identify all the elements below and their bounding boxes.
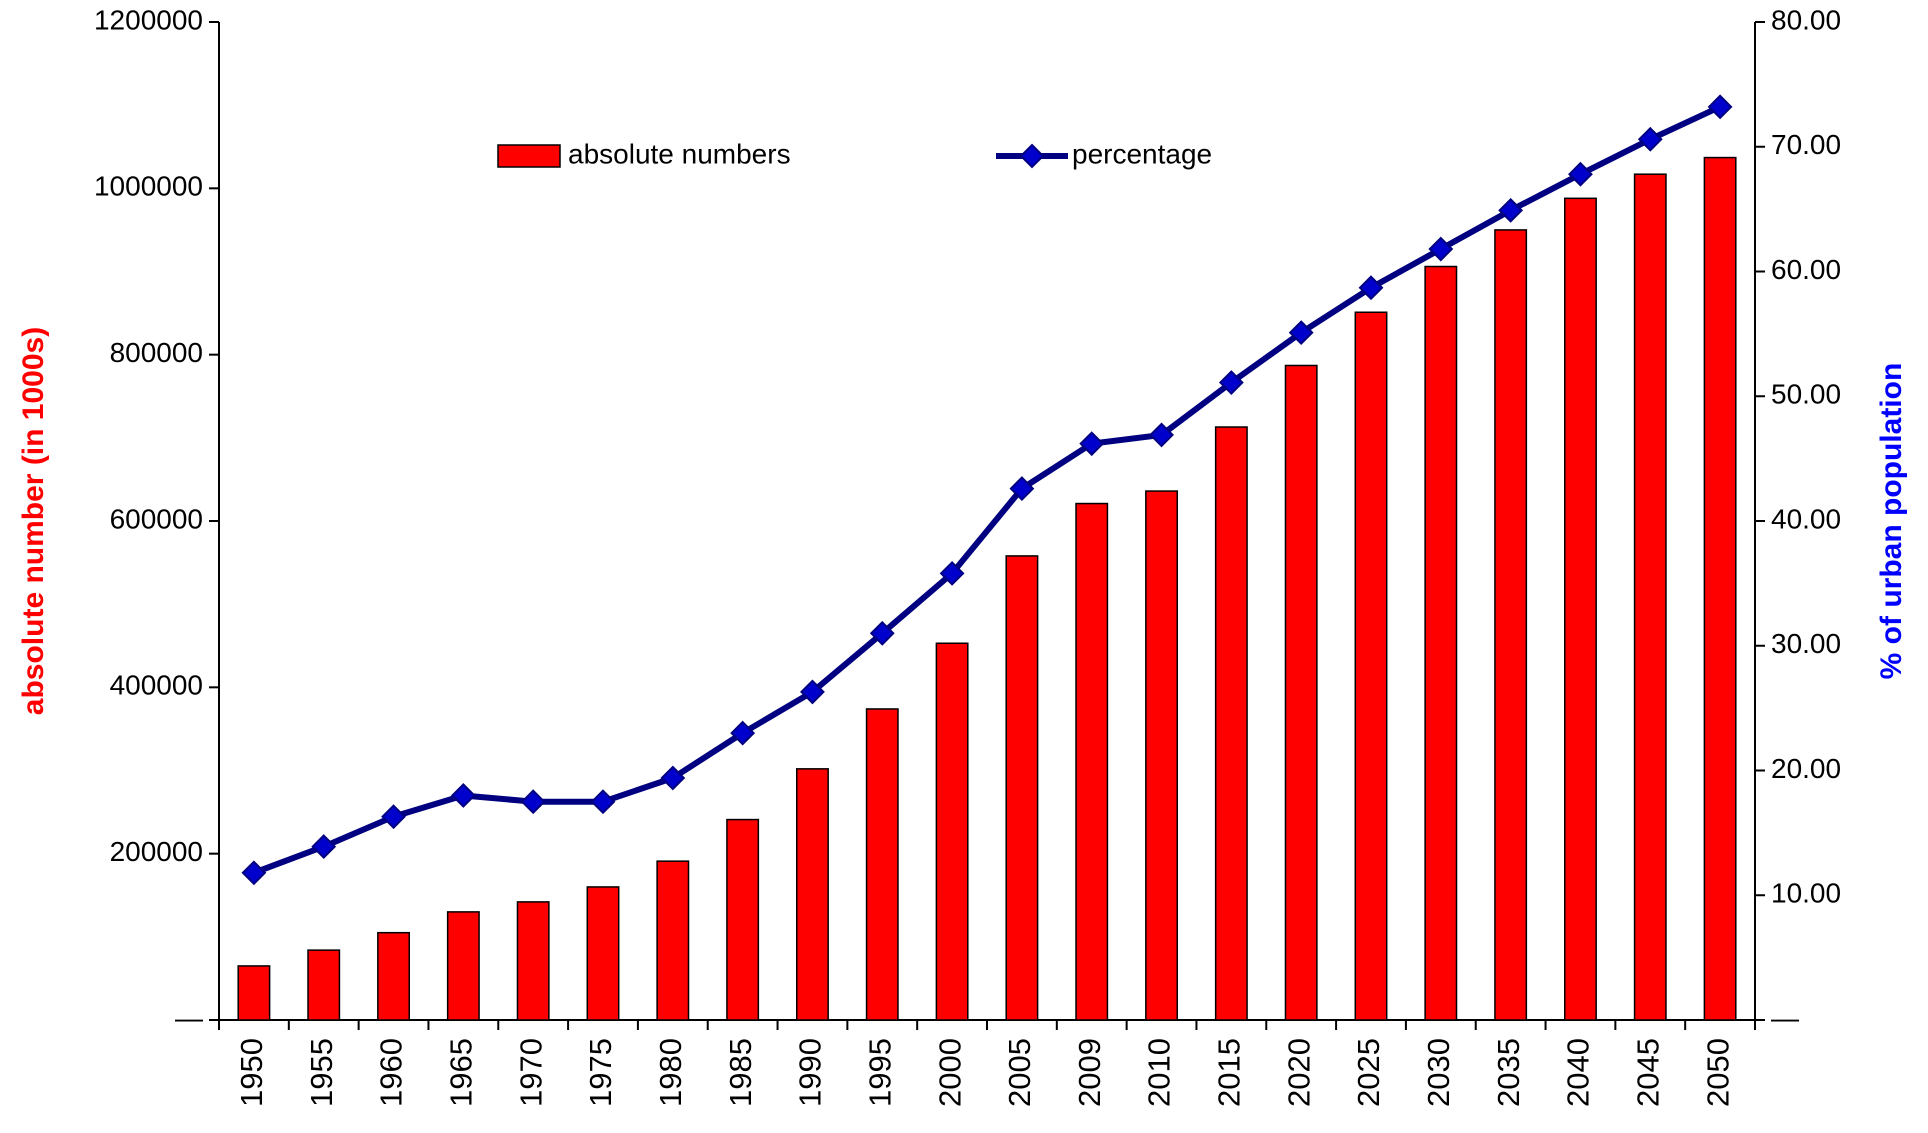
marker	[311, 834, 337, 860]
y2-tick-label: 50.00	[1771, 379, 1841, 410]
y2-tick-label: 60.00	[1771, 254, 1841, 285]
y2-tick-label: 80.00	[1771, 4, 1841, 35]
bar	[1354, 311, 1388, 1021]
marker	[1079, 431, 1105, 457]
marker	[241, 860, 267, 886]
x-tick-label: 2035	[1491, 1038, 1526, 1107]
legend-marker	[1019, 143, 1045, 169]
bar	[237, 965, 271, 1021]
x-tick-label: 2030	[1421, 1038, 1456, 1107]
y-tick-label: —	[175, 1002, 203, 1033]
bar	[935, 642, 969, 1021]
x-tick-label: 1960	[374, 1038, 409, 1107]
bar	[586, 886, 620, 1021]
bar	[1145, 490, 1179, 1021]
x-tick-label: 1995	[862, 1038, 897, 1107]
marker	[800, 679, 825, 705]
bar	[726, 818, 760, 1021]
bar	[795, 768, 829, 1021]
bar	[865, 708, 899, 1021]
y-tick-label: 400000	[110, 670, 203, 701]
marker	[450, 783, 476, 808]
y2-tick-label: —	[1771, 1002, 1799, 1033]
bar	[1633, 173, 1667, 1021]
bar	[307, 949, 341, 1021]
marker	[1707, 94, 1733, 120]
x-tick-label: 1965	[444, 1038, 479, 1107]
x-tick-label: 1990	[793, 1038, 828, 1107]
y-tick-label: 600000	[110, 503, 203, 534]
y2-tick-label: 10.00	[1771, 878, 1841, 909]
marker	[590, 789, 616, 815]
bar	[1424, 265, 1458, 1021]
y-axis-title: absolute number (in 1000s)	[17, 327, 50, 715]
marker	[1009, 476, 1035, 501]
x-tick-label: 1970	[513, 1038, 548, 1107]
y-tick-label: 800000	[110, 337, 203, 368]
x-tick-label: 1975	[583, 1038, 618, 1107]
bar	[656, 860, 690, 1021]
y2-tick-label: 70.00	[1771, 129, 1841, 160]
marker	[1637, 126, 1663, 152]
bar	[1005, 555, 1039, 1021]
x-tick-label: 2040	[1561, 1038, 1596, 1107]
x-tick-label: 2050	[1700, 1038, 1735, 1107]
marker	[1288, 320, 1314, 346]
marker	[1149, 422, 1174, 448]
bar	[1703, 156, 1737, 1021]
y-tick-label: 1000000	[94, 171, 203, 202]
legend-label: percentage	[1072, 138, 1212, 169]
x-tick-label: 2015	[1212, 1038, 1247, 1107]
legend-swatch	[497, 144, 561, 168]
y2-axis-title: % of urban population	[1875, 363, 1908, 680]
x-tick-label: 2020	[1281, 1038, 1316, 1107]
x-tick-label: 2009	[1072, 1038, 1107, 1107]
x-tick-label: 1985	[723, 1038, 758, 1107]
marker	[520, 789, 546, 815]
bar	[1563, 197, 1597, 1021]
bar	[1214, 426, 1248, 1021]
y2-tick-label: 30.00	[1771, 628, 1841, 659]
marker	[1428, 236, 1454, 262]
y-tick-label: 200000	[110, 836, 203, 867]
bar	[377, 931, 411, 1021]
marker	[1358, 275, 1384, 301]
marker	[1568, 161, 1593, 187]
marker	[1498, 197, 1524, 223]
x-tick-label: 2025	[1351, 1038, 1386, 1107]
y2-tick-label: 20.00	[1771, 753, 1841, 784]
line	[252, 104, 1722, 876]
x-tick-label: 2000	[932, 1038, 967, 1107]
marker	[730, 720, 756, 746]
bar	[446, 911, 480, 1021]
bar	[1494, 229, 1528, 1021]
x-tick-label: 1980	[653, 1038, 688, 1107]
y2-tick-label: 40.00	[1771, 503, 1841, 534]
marker	[869, 620, 895, 646]
bar	[1284, 364, 1318, 1021]
x-tick-label: 2045	[1630, 1038, 1665, 1107]
legend-label: absolute numbers	[568, 138, 791, 169]
marker	[660, 765, 686, 791]
x-tick-label: 1950	[234, 1038, 269, 1107]
marker	[939, 560, 965, 586]
y-tick-label: 1200000	[94, 4, 203, 35]
marker	[381, 804, 406, 830]
x-tick-label: 2005	[1002, 1038, 1037, 1107]
bar	[1075, 502, 1109, 1021]
x-tick-label: 2010	[1142, 1038, 1177, 1107]
marker	[1218, 370, 1244, 395]
x-tick-label: 1955	[304, 1038, 339, 1107]
bar	[516, 901, 550, 1021]
